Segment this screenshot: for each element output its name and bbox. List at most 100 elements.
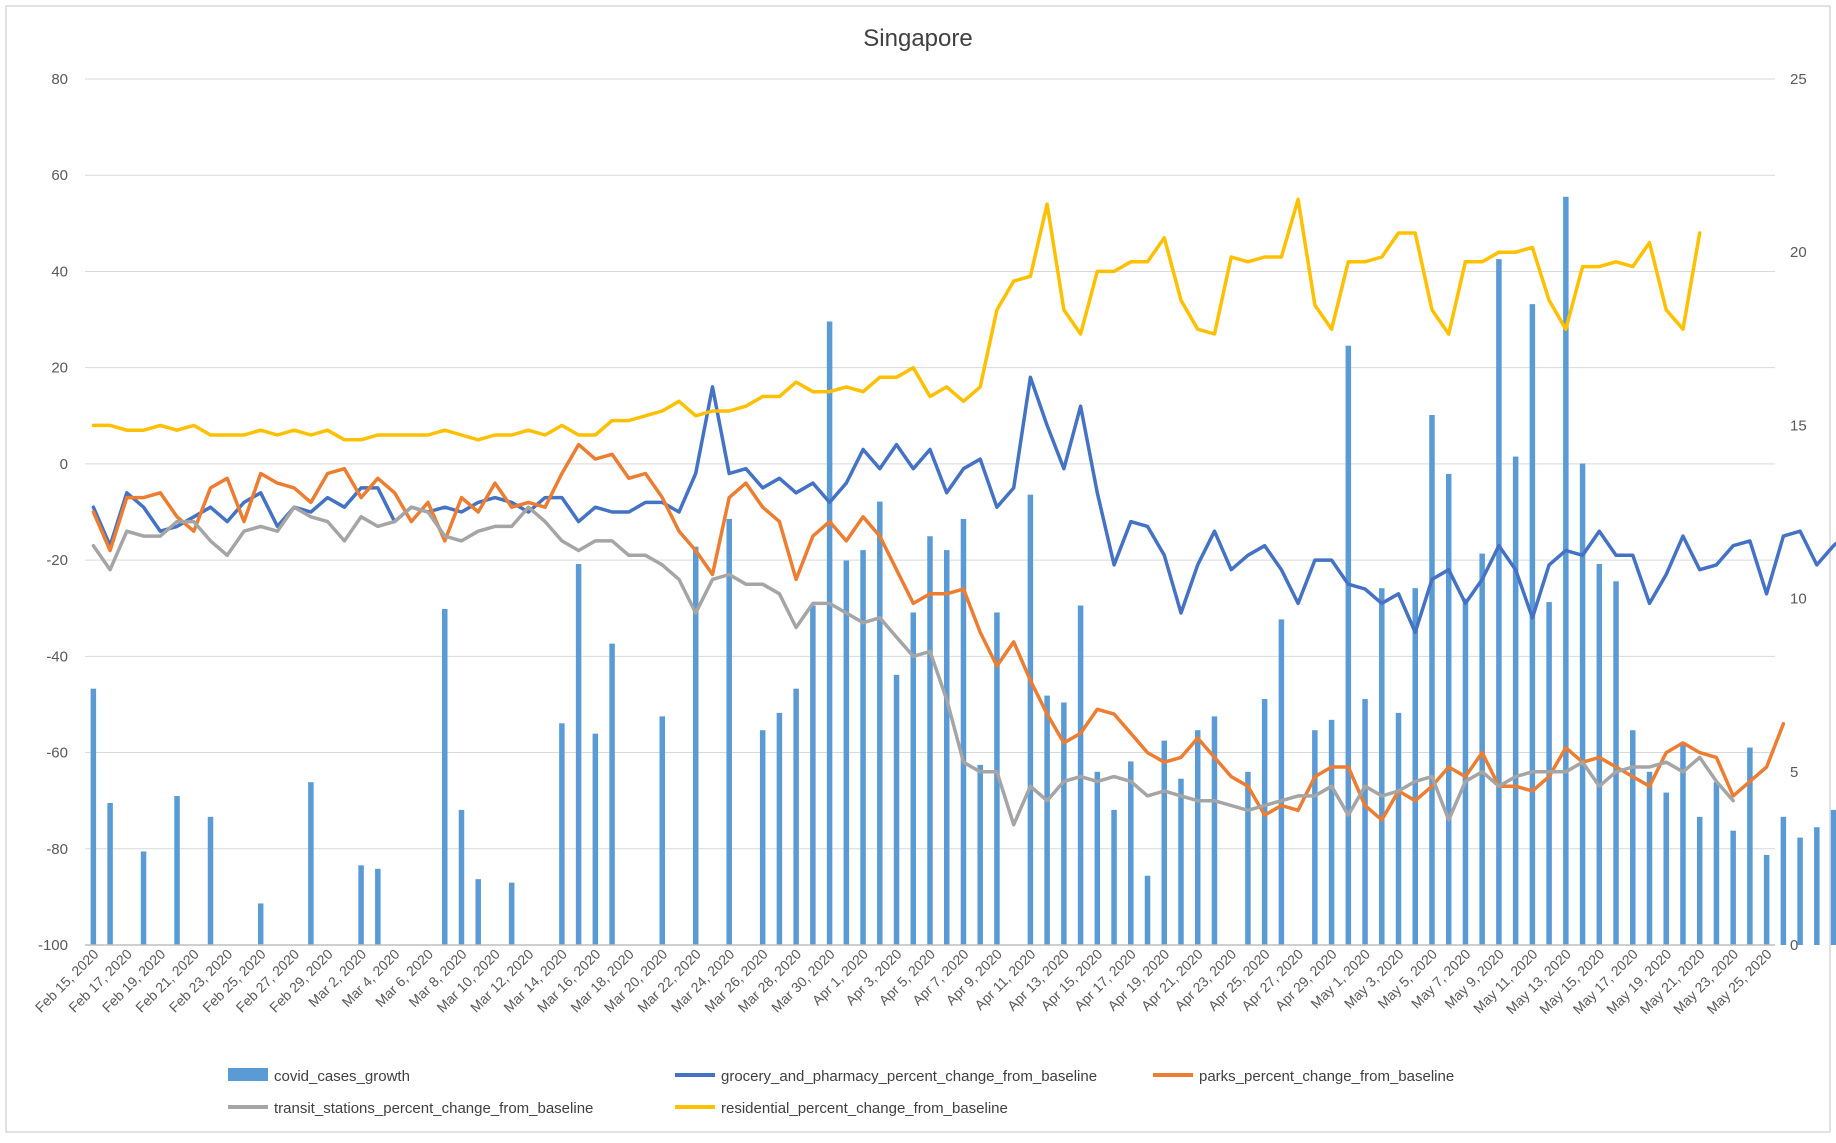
bar-covid-cases-growth <box>776 712 783 945</box>
bar-covid-cases-growth <box>1345 345 1352 945</box>
bar-covid-cases-growth <box>1780 816 1787 945</box>
line-transit-stations-percent-change-from-baseline <box>91 505 1735 827</box>
bar-covid-cases-growth <box>1814 827 1820 945</box>
bar-covid-cases-growth <box>1312 730 1318 945</box>
legend-label: grocery_and_pharmacy_percent_change_from… <box>721 1068 1097 1085</box>
bar-covid-cases-growth <box>1512 456 1519 945</box>
bar-covid-cases-growth <box>1763 854 1770 945</box>
bar-covid-cases-growth <box>1563 196 1569 945</box>
y-right-tick-label: 20 <box>1790 244 1807 261</box>
bar-covid-cases-growth <box>1613 581 1619 945</box>
bar-covid-cases-growth <box>1178 778 1184 945</box>
y-left-tick-label: -20 <box>46 552 68 569</box>
bar-covid-cases-growth <box>140 851 147 945</box>
bar-covid-cases-growth <box>726 518 732 945</box>
line-series <box>91 197 1836 827</box>
y-left-tick-label: 80 <box>51 71 68 88</box>
legend-label: parks_percent_change_from_baseline <box>1199 1068 1454 1085</box>
y-left-tick-label: -80 <box>46 841 68 858</box>
bar-covid-cases-growth <box>1144 875 1151 945</box>
bar-covid-cases-growth <box>843 560 850 945</box>
bar-covid-cases-growth <box>375 868 381 945</box>
legend: covid_cases_growth grocery_and_pharmacy_p… <box>228 1068 1454 1117</box>
bar-covid-cases-growth <box>1061 702 1067 945</box>
bar-covid-cases-growth <box>257 903 264 945</box>
bar-covid-cases-growth <box>1646 771 1653 945</box>
y-left-tick-label: 20 <box>51 360 68 377</box>
bar-covid-cases-growth <box>1747 747 1753 945</box>
y-axis-left: 80 60 40 20 0 -20 -40 -60 -80 -100 <box>38 71 68 954</box>
bar-covid-cases-growth <box>927 536 933 945</box>
y-right-tick-label: 10 <box>1790 591 1807 608</box>
legend-swatch-bar <box>228 1068 268 1081</box>
bar-covid-cases-growth <box>508 882 515 945</box>
bar-covid-cases-growth <box>977 764 983 945</box>
bar-covid-cases-growth <box>559 723 565 945</box>
bar-covid-cases-growth <box>308 782 314 945</box>
bar-covid-cases-growth <box>1278 619 1285 945</box>
bar-covid-cases-growth <box>1395 712 1402 945</box>
bar-covid-cases-growth <box>1680 744 1686 945</box>
bar-covid-cases-growth <box>1663 792 1669 945</box>
bar-covid-cases-growth <box>893 674 900 945</box>
bar-covid-cases-growth <box>994 612 1000 945</box>
bar-covid-cases-growth <box>826 321 833 946</box>
bar-covid-cases-growth <box>1261 699 1268 945</box>
bar-covid-cases-growth <box>442 608 448 945</box>
bar-covid-cases-growth <box>1111 809 1117 945</box>
bar-covid-cases-growth <box>358 865 364 945</box>
bar-covid-cases-growth <box>1496 259 1502 945</box>
legend-label: transit_stations_percent_change_from_bas… <box>274 1100 593 1117</box>
bar-covid-cases-growth <box>960 518 967 945</box>
bar-covid-cases-growth <box>1161 740 1168 945</box>
bar-covid-cases-growth <box>1579 463 1586 945</box>
bar-covid-cases-growth <box>877 501 883 945</box>
bar-covid-cases-growth <box>1429 415 1435 945</box>
bar-covid-cases-growth <box>1462 598 1469 945</box>
bar-covid-cases-growth <box>1696 816 1703 945</box>
bar-covid-cases-growth <box>1094 771 1101 945</box>
bar-covid-cases-growth <box>810 605 816 945</box>
bar-covid-cases-growth <box>1128 761 1134 945</box>
bar-covid-cases-growth <box>592 733 599 945</box>
bar-covid-cases-growth <box>1245 771 1251 945</box>
bar-covid-cases-growth <box>1412 588 1418 945</box>
bar-covid-cases-growth <box>943 550 950 945</box>
bar-covid-cases-growth <box>1194 730 1201 945</box>
bar-covid-cases-growth <box>1830 809 1836 945</box>
bar-covid-cases-growth <box>1328 719 1335 945</box>
bar-covid-cases-growth <box>692 546 699 945</box>
bar-covid-cases-growth <box>1630 730 1636 945</box>
legend-label: residential_percent_change_from_baseline <box>721 1100 1008 1117</box>
bar-covid-cases-growth <box>90 688 97 945</box>
bar-covid-cases-growth <box>1362 699 1368 945</box>
y-right-tick-label: 25 <box>1790 71 1807 88</box>
bar-covid-cases-growth <box>1730 830 1736 945</box>
bar-covid-cases-growth <box>1797 837 1803 945</box>
bar-covid-cases-growth <box>793 688 799 945</box>
bar-covid-cases-growth <box>1479 553 1485 945</box>
bar-covid-cases-growth <box>458 809 465 945</box>
bar-covid-cases-growth <box>1044 695 1050 945</box>
bar-series <box>90 196 1836 946</box>
bar-covid-cases-growth <box>1211 716 1218 945</box>
bar-covid-cases-growth <box>1596 563 1603 945</box>
bar-covid-cases-growth <box>1027 494 1034 945</box>
y-left-tick-label: 40 <box>51 263 68 280</box>
bar-covid-cases-growth <box>1713 782 1720 945</box>
chart-title: Singapore <box>863 25 972 52</box>
y-left-tick-label: -40 <box>46 648 68 665</box>
bar-covid-cases-growth <box>1445 473 1452 945</box>
line-residential-percent-change-from-baseline <box>91 197 1702 442</box>
bar-covid-cases-growth <box>475 879 481 945</box>
y-left-tick-label: 0 <box>60 456 68 473</box>
y-left-tick-label: 60 <box>51 167 68 184</box>
bar-covid-cases-growth <box>207 816 214 945</box>
y-axis-right: 25 20 15 10 5 0 <box>1790 71 1807 954</box>
legend-label: covid_cases_growth <box>274 1068 410 1085</box>
y-right-tick-label: 0 <box>1790 937 1798 954</box>
bar-covid-cases-growth <box>1379 588 1385 945</box>
bar-covid-cases-growth <box>759 730 766 945</box>
bar-covid-cases-growth <box>107 802 113 945</box>
